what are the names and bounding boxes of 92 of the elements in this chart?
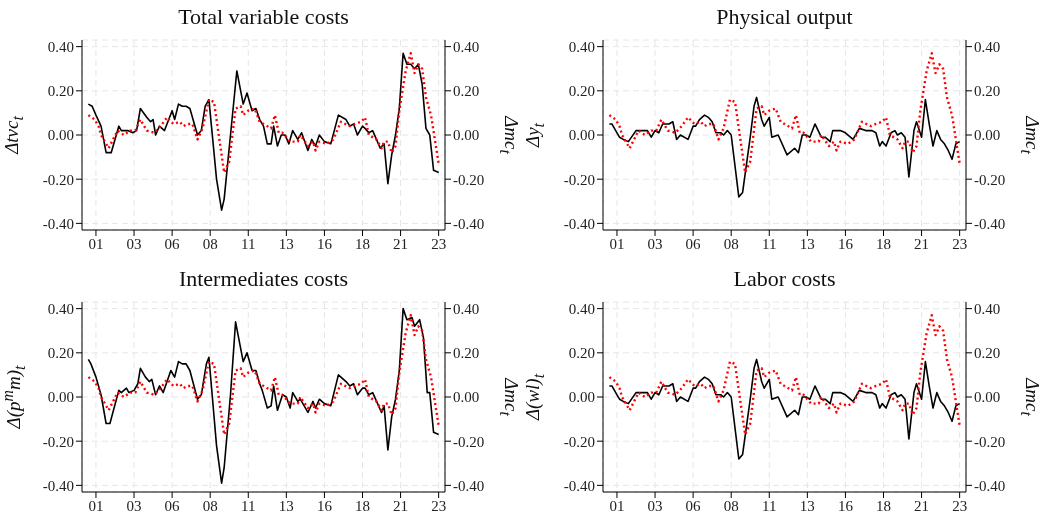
y-tick-label: 0.40 bbox=[47, 300, 74, 317]
y2-tick-label: 0.00 bbox=[453, 127, 480, 144]
y2-tick-label: -0.40 bbox=[974, 477, 1006, 494]
x-tick-label: 03 bbox=[647, 235, 663, 252]
y-tick-label: -0.40 bbox=[42, 215, 74, 232]
x-tick-label: 18 bbox=[876, 235, 891, 252]
y2-tick-label: -0.20 bbox=[974, 433, 1006, 450]
y-tick-label: 0.00 bbox=[568, 389, 595, 406]
x-tick-label: 13 bbox=[278, 235, 294, 252]
x-tick-label: 08 bbox=[202, 497, 218, 514]
y-tick-label: 0.40 bbox=[568, 300, 595, 317]
y-tick-label: 0.40 bbox=[568, 38, 595, 55]
x-tick-label: 16 bbox=[837, 235, 854, 252]
x-tick-label: 23 bbox=[431, 497, 447, 514]
x-tick-label: 23 bbox=[952, 235, 968, 252]
y-tick-label: -0.20 bbox=[563, 171, 595, 188]
y-tick-label: 0.00 bbox=[47, 389, 74, 406]
chart-title: Intermediates costs bbox=[177, 266, 350, 292]
x-tick-label: 06 bbox=[164, 497, 181, 514]
y2-tick-label: -0.20 bbox=[453, 433, 485, 450]
y2-tick-label: 0.20 bbox=[974, 345, 1001, 362]
y2-tick-label: 0.00 bbox=[453, 389, 480, 406]
x-tick-label: 03 bbox=[126, 497, 142, 514]
y-tick-label: -0.20 bbox=[42, 171, 74, 188]
y-tick-label: -0.40 bbox=[563, 215, 595, 232]
line-series bbox=[608, 96, 961, 198]
y2-tick-label: 0.20 bbox=[974, 83, 1001, 100]
line-series bbox=[608, 52, 961, 174]
x-tick-label: 21 bbox=[393, 235, 409, 252]
y-tick-label: 0.20 bbox=[47, 83, 74, 100]
x-tick-label: 01 bbox=[609, 497, 625, 514]
x-tick-label: 16 bbox=[316, 497, 333, 514]
x-tick-label: 01 bbox=[609, 235, 625, 252]
y2-tick-label: -0.20 bbox=[453, 171, 485, 188]
x-tick-label: 08 bbox=[723, 235, 739, 252]
y-tick-label: -0.20 bbox=[563, 433, 595, 450]
line-series bbox=[87, 52, 440, 174]
chart-title: Total variable costs bbox=[177, 4, 350, 30]
line-series bbox=[608, 358, 961, 460]
x-tick-label: 21 bbox=[914, 235, 930, 252]
y-tick-label: 0.00 bbox=[47, 127, 74, 144]
line-series bbox=[608, 314, 961, 436]
y2-tick-label: 0.20 bbox=[453, 83, 480, 100]
x-tick-label: 03 bbox=[126, 235, 142, 252]
chart-title: Labor costs bbox=[732, 266, 837, 292]
x-tick-label: 16 bbox=[837, 497, 854, 514]
x-tick-label: 23 bbox=[431, 235, 447, 252]
x-tick-label: 01 bbox=[88, 497, 104, 514]
y2-tick-label: 0.00 bbox=[974, 127, 1001, 144]
line-series bbox=[87, 307, 440, 484]
x-tick-label: 13 bbox=[799, 235, 815, 252]
y-tick-label: 0.20 bbox=[568, 345, 595, 362]
x-tick-label: 23 bbox=[952, 497, 968, 514]
y2-tick-label: 0.40 bbox=[453, 300, 480, 317]
x-tick-label: 21 bbox=[393, 497, 409, 514]
x-tick-label: 03 bbox=[647, 497, 663, 514]
y2-tick-label: -0.20 bbox=[974, 171, 1006, 188]
y-tick-label: 0.40 bbox=[47, 38, 74, 55]
y-tick-label: 0.00 bbox=[568, 127, 595, 144]
y-tick-label: -0.20 bbox=[42, 433, 74, 450]
x-tick-label: 11 bbox=[762, 235, 777, 252]
line-series bbox=[87, 52, 440, 211]
y2-tick-label: 0.20 bbox=[453, 345, 480, 362]
y2-tick-label: 0.40 bbox=[974, 300, 1001, 317]
x-tick-label: 11 bbox=[241, 497, 256, 514]
chart-title: Physical output bbox=[715, 4, 854, 30]
line-series bbox=[87, 314, 440, 436]
y2-tick-label: -0.40 bbox=[974, 215, 1006, 232]
y2-tick-label: 0.00 bbox=[974, 389, 1001, 406]
y2-tick-label: 0.40 bbox=[453, 38, 480, 55]
x-tick-label: 21 bbox=[914, 497, 930, 514]
y2-tick-label: 0.40 bbox=[974, 38, 1001, 55]
x-tick-label: 13 bbox=[799, 497, 815, 514]
x-tick-label: 06 bbox=[164, 235, 181, 252]
x-tick-label: 11 bbox=[241, 235, 256, 252]
x-tick-label: 18 bbox=[355, 497, 370, 514]
x-tick-label: 18 bbox=[876, 497, 891, 514]
y2-tick-label: -0.40 bbox=[453, 477, 485, 494]
y2-tick-label: -0.40 bbox=[453, 215, 485, 232]
y-tick-label: 0.20 bbox=[568, 83, 595, 100]
x-tick-label: 08 bbox=[723, 497, 739, 514]
x-tick-label: 18 bbox=[355, 235, 370, 252]
x-tick-label: 11 bbox=[762, 497, 777, 514]
x-tick-label: 08 bbox=[202, 235, 218, 252]
x-tick-label: 06 bbox=[685, 235, 702, 252]
x-tick-label: 01 bbox=[88, 235, 104, 252]
y-tick-label: 0.20 bbox=[47, 345, 74, 362]
x-tick-label: 06 bbox=[685, 497, 702, 514]
y-tick-label: -0.40 bbox=[42, 477, 74, 494]
x-tick-label: 13 bbox=[278, 497, 294, 514]
y-tick-label: -0.40 bbox=[563, 477, 595, 494]
x-tick-label: 16 bbox=[316, 235, 333, 252]
